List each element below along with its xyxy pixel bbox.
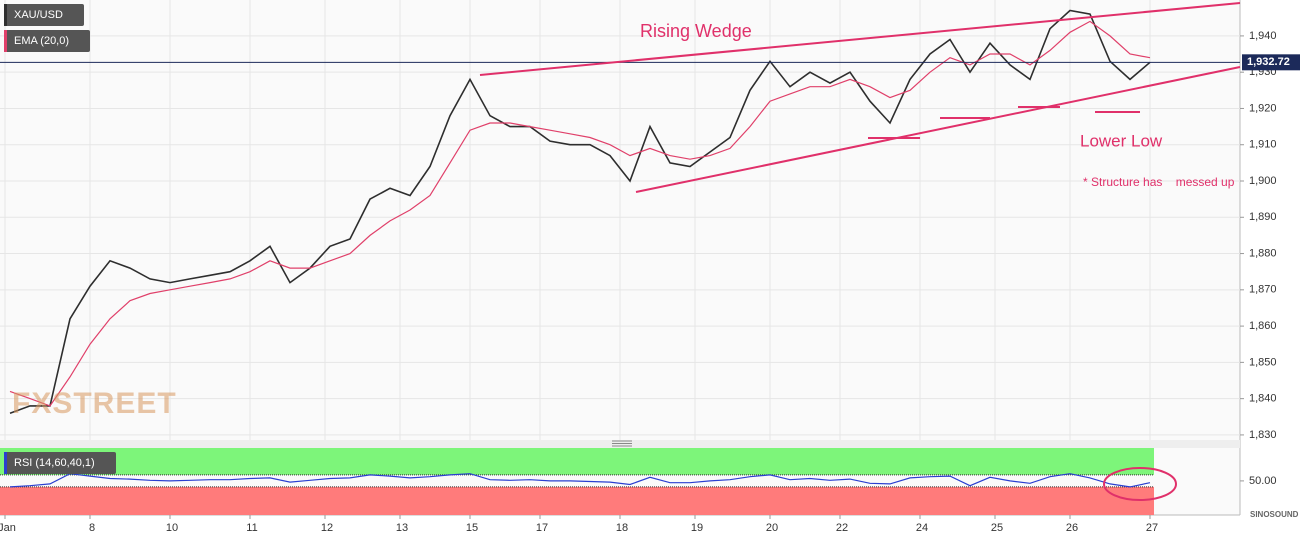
oversold-zone	[0, 486, 1154, 515]
highlight-circle	[1103, 467, 1177, 501]
last-price-tag	[1242, 54, 1300, 71]
x-tick-label: 18	[616, 522, 628, 534]
y-tick-label: 1,840	[1249, 393, 1277, 405]
legend-label: XAU/USD	[14, 9, 63, 21]
x-tick-label: 26	[1066, 522, 1078, 534]
last-price-label: 1,932.72	[1247, 56, 1290, 68]
y-tick-label: 1,910	[1249, 139, 1277, 151]
y-tick-label: 1,870	[1249, 284, 1277, 296]
legend-item: RSI (14,60,40,1)	[4, 452, 116, 474]
watermark: FXSTREET	[12, 387, 177, 420]
series-line	[9, 473, 1151, 488]
wedge-lines	[479, 2, 1241, 193]
x-tick-label: 8	[89, 522, 95, 534]
annotation: Rising Wedge	[640, 21, 752, 41]
x-tick-label: 27	[1146, 522, 1158, 534]
legend-swatch	[4, 30, 7, 52]
x-tick-label: 19	[691, 522, 703, 534]
series-line	[9, 20, 1151, 407]
y-tick-label: 1,890	[1249, 211, 1277, 223]
x-tick-label: 24	[916, 522, 928, 534]
legend-box	[4, 452, 116, 474]
y-tick-label: 1,860	[1249, 320, 1277, 332]
x-tick-label: 13	[396, 522, 408, 534]
legend-box	[4, 4, 84, 26]
x-tick-label: 11	[246, 522, 257, 534]
series-line	[9, 9, 1151, 414]
x-tick-label: 15	[466, 522, 478, 534]
legend-swatch	[4, 4, 7, 26]
legend-label: RSI (14,60,40,1)	[14, 457, 95, 469]
y-tick-label: 1,920	[1249, 102, 1277, 114]
x-tick-label: Jan	[0, 522, 16, 534]
y-tick-label: 1,900	[1249, 175, 1277, 187]
layer: 1,830 1,840 1,850 1,860 1,870 1,880 1,890 1,900…	[0, 0, 1300, 534]
legend-item: XAU/USD	[4, 4, 84, 26]
annotation: Lower Low	[1080, 131, 1163, 150]
y-tick-label: 1,830	[1249, 429, 1277, 441]
x-tick-label: 12	[321, 522, 333, 534]
x-tick-label: 20	[766, 522, 778, 534]
x-tick-label: 17	[536, 522, 548, 534]
legend-item: EMA (20,0)	[4, 30, 90, 52]
y-tick-label: 1,940	[1249, 30, 1277, 42]
x-tick-label: 10	[166, 522, 178, 534]
y-tick-label: 1,880	[1249, 247, 1277, 259]
x-tick-label: 25	[991, 522, 1003, 534]
pane-grip[interactable]	[612, 440, 632, 447]
legend-box	[4, 30, 90, 52]
legend-label: EMA (20,0)	[14, 35, 69, 47]
annotation: * Structure has messed up	[1083, 175, 1235, 189]
y-tick-label: 50.00	[1249, 475, 1277, 487]
y-tick-label: 1,850	[1249, 356, 1277, 368]
legend-swatch	[4, 452, 7, 474]
x-tick-label: 22	[836, 522, 848, 534]
overbought-zone	[0, 448, 1154, 475]
logo: SINOSOUND	[1250, 510, 1299, 519]
